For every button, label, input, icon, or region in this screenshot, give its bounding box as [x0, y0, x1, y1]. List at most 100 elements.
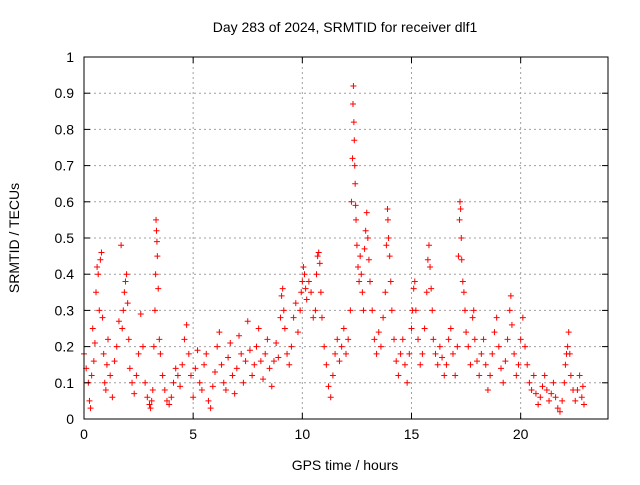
data-point [377, 343, 384, 350]
data-point [300, 263, 307, 270]
data-point [288, 343, 295, 350]
data-point [253, 343, 260, 350]
data-point [562, 361, 569, 368]
data-point [387, 278, 394, 285]
data-point [198, 387, 205, 394]
data-point [343, 350, 349, 357]
data-point [419, 350, 426, 357]
data-point [517, 336, 524, 343]
data-point [441, 372, 448, 379]
data-point [157, 350, 164, 357]
data-point [101, 379, 108, 386]
y-tick-label: 0 [66, 411, 74, 427]
data-point [351, 137, 358, 144]
data-point [460, 289, 467, 296]
data-point [115, 318, 122, 325]
data-point [463, 329, 470, 336]
data-point [334, 336, 341, 343]
data-point [384, 206, 391, 213]
data-point [302, 285, 309, 292]
x-tick-label: 5 [189, 426, 197, 442]
data-point [369, 307, 376, 314]
data-point [166, 401, 173, 408]
data-point [229, 372, 236, 379]
data-point [345, 336, 352, 343]
data-point [340, 325, 347, 332]
data-point [456, 216, 463, 223]
data-point [386, 253, 393, 260]
data-point [554, 405, 561, 412]
data-point [382, 289, 389, 296]
data-point [449, 350, 456, 357]
data-point [240, 379, 247, 386]
data-point [299, 278, 306, 285]
data-point [257, 358, 264, 365]
data-series [81, 82, 587, 415]
data-point [411, 278, 418, 285]
data-point [580, 401, 587, 408]
data-point [292, 300, 299, 307]
data-point [323, 361, 330, 368]
data-point [321, 343, 328, 350]
data-point [212, 368, 218, 375]
data-point [102, 387, 109, 394]
data-point [502, 358, 509, 365]
x-tick-label: 0 [80, 426, 88, 442]
data-point [153, 238, 160, 245]
data-point [360, 307, 367, 314]
data-point [504, 336, 511, 343]
data-point [88, 372, 95, 379]
data-point [150, 343, 157, 350]
data-point [137, 311, 144, 318]
data-point [347, 307, 354, 314]
data-point [236, 332, 243, 339]
data-point [163, 397, 170, 404]
data-point [388, 307, 395, 314]
data-point [480, 336, 487, 343]
data-point [352, 180, 359, 187]
data-point [561, 379, 568, 386]
data-point [576, 372, 583, 379]
data-point [526, 379, 533, 386]
data-point [412, 307, 419, 314]
data-point [159, 372, 166, 379]
data-point [86, 397, 93, 404]
x-tick-label: 10 [295, 426, 311, 442]
data-point [118, 242, 125, 249]
y-tick-label: 0.3 [55, 302, 75, 318]
data-point [458, 235, 465, 241]
data-point [133, 372, 140, 379]
data-point [539, 383, 546, 390]
data-point [125, 336, 132, 343]
data-point [185, 350, 192, 357]
data-point [181, 336, 188, 343]
data-point [404, 379, 411, 386]
data-point [461, 307, 468, 314]
data-point [338, 343, 345, 350]
data-point [550, 379, 557, 386]
data-point [303, 296, 310, 303]
data-point [151, 307, 158, 314]
data-point [233, 365, 240, 372]
data-point [474, 358, 480, 365]
data-point [113, 343, 120, 350]
data-point [222, 387, 229, 394]
x-tick-label: 15 [404, 426, 420, 442]
data-point [327, 394, 334, 401]
data-point [313, 271, 320, 278]
data-point [564, 343, 571, 350]
data-point [105, 336, 112, 343]
data-point [447, 325, 454, 332]
data-point [362, 227, 369, 234]
data-point [103, 361, 110, 368]
data-point [336, 358, 343, 365]
data-point [579, 383, 586, 390]
data-point [428, 285, 435, 292]
data-point [567, 372, 574, 379]
data-point [231, 390, 238, 397]
data-point [511, 350, 518, 357]
data-point [383, 242, 390, 249]
data-point [97, 256, 104, 263]
data-point [535, 401, 542, 408]
data-point [139, 343, 146, 350]
